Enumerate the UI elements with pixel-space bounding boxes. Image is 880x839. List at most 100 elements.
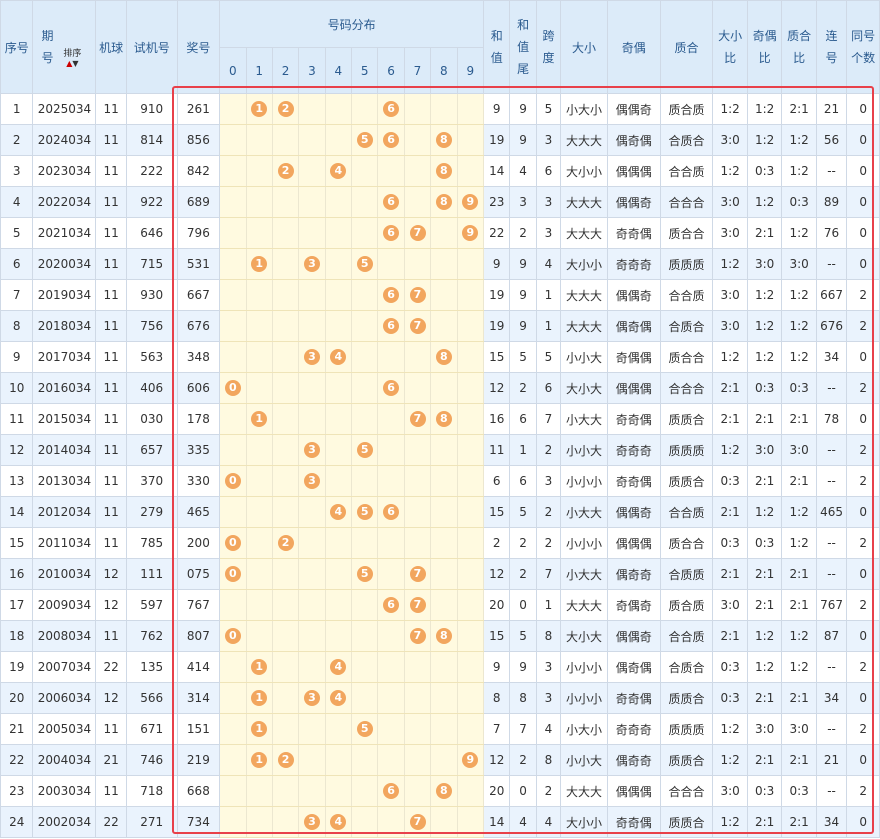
cell-bs: 大大大 (560, 310, 608, 342)
cell-bs: 小大大 (560, 496, 608, 528)
cell-draw: 689 (176, 186, 221, 218)
cell-seq: 15 (0, 527, 34, 559)
cell-digit-9: 9 (456, 744, 485, 776)
cell-bsr: 1:2 (712, 248, 748, 280)
cell-oer: 1:2 (746, 93, 783, 125)
header-distribution: 号码分布 (219, 0, 485, 48)
cell-test: 222 (125, 155, 178, 187)
cell-digit-0: 0 (219, 558, 247, 590)
cell-digit-4 (324, 124, 353, 156)
cell-draw: 314 (176, 682, 221, 714)
cell-bs: 大大大 (560, 589, 608, 621)
cell-pc: 合合质 (659, 155, 714, 187)
cell-span: 3 (535, 217, 562, 249)
cell-oer: 2:1 (746, 465, 783, 497)
cell-pcr: 2:1 (781, 403, 817, 435)
cell-bsr: 1:2 (712, 434, 748, 466)
cell-digit-4 (324, 589, 353, 621)
header-digit-6: 6 (377, 47, 405, 94)
number-ball: 3 (304, 442, 320, 458)
cell-digit-2: 2 (271, 155, 300, 187)
cell-cons: 676 (815, 310, 848, 342)
cell-digit-7 (403, 186, 432, 218)
cell-digit-6 (377, 155, 405, 187)
cell-digit-4: 4 (324, 682, 353, 714)
cell-seq: 21 (0, 713, 34, 745)
cell-pcr: 1:2 (781, 496, 817, 528)
cell-digit-2: 2 (271, 527, 300, 559)
header-period[interactable]: 期号 排序 ▲▼ (32, 0, 97, 94)
cell-seq: 17 (0, 589, 34, 621)
number-ball: 2 (277, 752, 294, 768)
cell-draw: 856 (176, 124, 221, 156)
cell-digit-9 (456, 589, 485, 621)
cell-digit-8: 8 (430, 124, 458, 156)
cell-digit-0 (219, 248, 247, 280)
cell-draw: 335 (176, 434, 221, 466)
cell-digit-1 (245, 434, 273, 466)
cell-digit-5: 5 (351, 558, 379, 590)
cell-seq: 12 (0, 434, 34, 466)
number-ball: 5 (356, 442, 373, 458)
cell-sum: 9 (483, 248, 511, 280)
header-period-label-2: 号 (41, 51, 54, 65)
cell-test: 271 (125, 806, 178, 838)
cell-digit-7 (403, 124, 432, 156)
cell-digit-4 (324, 186, 353, 218)
header-pc-ratio: 质合比 (781, 0, 817, 94)
cell-tail: 2 (509, 744, 537, 776)
cell-period: 2011034 (32, 527, 97, 559)
cell-digit-1 (245, 558, 273, 590)
cell-digit-4 (324, 744, 353, 776)
cell-span: 4 (535, 713, 562, 745)
cell-digit-5: 5 (351, 248, 379, 280)
cell-seq: 13 (0, 465, 34, 497)
number-ball: 0 (224, 473, 241, 489)
cell-digit-6 (377, 465, 405, 497)
cell-digit-9 (456, 775, 485, 807)
cell-digit-2 (271, 186, 300, 218)
number-ball: 7 (409, 814, 426, 830)
cell-digit-5 (351, 744, 379, 776)
cell-digit-0 (219, 682, 247, 714)
number-ball: 4 (330, 659, 347, 675)
cell-machine: 22 (95, 806, 127, 838)
cell-tail: 1 (509, 434, 537, 466)
cell-same: 2 (846, 465, 880, 497)
table-row: 8 2018034 11 756 676 6 7 19 9 1 大大大 偶奇偶 合质合 3:0 1:2 1:2… (0, 310, 880, 342)
cell-cons: 21 (815, 744, 848, 776)
number-ball: 7 (409, 628, 426, 644)
cell-oe: 奇奇偶 (606, 465, 661, 497)
cell-digit-1: 1 (245, 682, 273, 714)
cell-bsr: 0:3 (712, 682, 748, 714)
cell-digit-1 (245, 496, 273, 528)
number-ball: 8 (435, 194, 452, 210)
sort-toggle[interactable]: 排序 ▲▼ (57, 49, 87, 68)
number-ball: 2 (277, 163, 294, 179)
cell-digit-4 (324, 558, 353, 590)
cell-pc: 质合合 (659, 341, 714, 373)
cell-machine: 21 (95, 744, 127, 776)
cell-digit-0: 0 (219, 620, 247, 652)
cell-span: 4 (535, 806, 562, 838)
cell-bs: 小大小 (560, 713, 608, 745)
cell-machine: 11 (95, 93, 127, 125)
cell-cons: -- (815, 713, 848, 745)
cell-bs: 大大大 (560, 279, 608, 311)
cell-test: 785 (125, 527, 178, 559)
cell-sum: 9 (483, 651, 511, 683)
cell-digit-8 (430, 558, 458, 590)
cell-test: 135 (125, 651, 178, 683)
cell-digit-3 (298, 620, 326, 652)
cell-span: 5 (535, 341, 562, 373)
cell-test: 597 (125, 589, 178, 621)
cell-pcr: 3:0 (781, 248, 817, 280)
cell-digit-6: 6 (377, 496, 405, 528)
cell-draw: 796 (176, 217, 221, 249)
cell-digit-0: 0 (219, 527, 247, 559)
number-ball: 8 (435, 411, 452, 427)
cell-oer: 2:1 (746, 806, 783, 838)
cell-bs: 小小小 (560, 465, 608, 497)
cell-bsr: 2:1 (712, 372, 748, 404)
cell-digit-0 (219, 496, 247, 528)
